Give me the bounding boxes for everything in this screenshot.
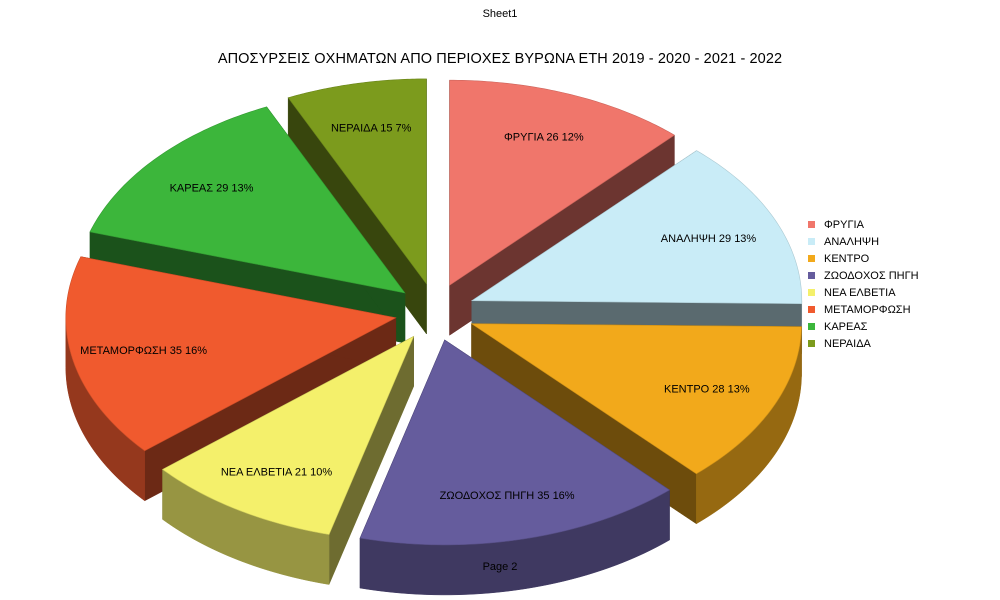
- data-label-2: ΚΕΝΤΡΟ 28 13%: [664, 384, 750, 396]
- legend-item-2: ΚΕΝΤΡΟ: [808, 250, 919, 267]
- data-label-1: ΑΝΑΛΗΨΗ 29 13%: [661, 233, 757, 245]
- legend-swatch-2: [808, 255, 815, 262]
- legend-label-4: ΝΕΑ ΕΛΒΕΤΙΑ: [824, 286, 896, 299]
- legend-swatch-4: [808, 289, 815, 296]
- legend-label-3: ΖΩΟΔΟΧΟΣ ΠΗΓΗ: [824, 269, 919, 282]
- legend-item-3: ΖΩΟΔΟΧΟΣ ΠΗΓΗ: [808, 267, 919, 284]
- legend-item-4: ΝΕΑ ΕΛΒΕΤΙΑ: [808, 284, 919, 301]
- legend-label-0: ΦΡΥΓΙΑ: [824, 218, 864, 231]
- legend-swatch-3: [808, 272, 815, 279]
- pie-slice-4: [162, 335, 415, 535]
- page-number: Page 2: [482, 561, 518, 573]
- legend-swatch-0: [808, 221, 815, 228]
- legend-label-2: ΚΕΝΤΡΟ: [824, 252, 870, 265]
- legend-item-0: ΦΡΥΓΙΑ: [808, 216, 919, 233]
- pie-slice-1: [470, 150, 803, 304]
- data-label-6: ΚΑΡΕΑΣ 29 13%: [170, 182, 254, 194]
- legend-label-1: ΑΝΑΛΗΨΗ: [824, 235, 880, 248]
- legend-label-7: ΝΕΡΑΙΔΑ: [824, 337, 871, 350]
- pie-slice-0: [449, 79, 675, 286]
- chart-title: ΑΠΟΣΥΡΣΕΙΣ ΟΧΗΜΑΤΩΝ ΑΠΟ ΠΕΡΙΟΧΕΣ ΒΥΡΩΝΑ …: [217, 51, 783, 67]
- legend-item-6: ΚΑΡΕΑΣ: [808, 318, 919, 335]
- data-label-5: ΜΕΤΑΜΟΡΦΩΣΗ 35 16%: [80, 345, 207, 357]
- legend-item-7: ΝΕΡΑΙΔΑ: [808, 335, 919, 352]
- sheet-name: Sheet1: [482, 8, 518, 20]
- pie-slice-3: [359, 339, 671, 546]
- legend-swatch-1: [808, 238, 815, 245]
- legend-swatch-6: [808, 323, 815, 330]
- legend-label-6: ΚΑΡΕΑΣ: [824, 320, 868, 333]
- pie-slice-6: [89, 106, 406, 294]
- legend-swatch-7: [808, 340, 815, 347]
- legend-item-1: ΑΝΑΛΗΨΗ: [808, 233, 919, 250]
- pie-slice-2: [470, 323, 802, 475]
- data-label-0: ΦΡΥΓΙΑ 26 12%: [504, 131, 584, 143]
- legend-item-5: ΜΕΤΑΜΟΡΦΩΣΗ: [808, 301, 919, 318]
- pie-slice-7: [287, 78, 427, 285]
- chart-legend: ΦΡΥΓΙΑ ΑΝΑΛΗΨΗ ΚΕΝΤΡΟ ΖΩΟΔΟΧΟΣ ΠΗΓΗ ΝΕΑ ΕΛΒΕ…: [808, 216, 919, 352]
- data-label-7: ΝΕΡΑΙΔΑ 15 7%: [331, 123, 412, 135]
- pie-data-labels: ΦΡΥΓΙΑ 26 12% ΑΝΑΛΗΨΗ 29 13% ΚΕΝΤΡΟ 28 13%…: [80, 123, 756, 502]
- legend-label-5: ΜΕΤΑΜΟΡΦΩΣΗ: [824, 303, 911, 316]
- data-label-4: ΝΕΑ ΕΛΒΕΤΙΑ 21 10%: [221, 467, 333, 479]
- pie-top-faces: [65, 78, 803, 546]
- data-label-3: ΖΩΟΔΟΧΟΣ ΠΗΓΗ 35 16%: [440, 490, 575, 502]
- pie-slice-5: [65, 256, 397, 452]
- legend-swatch-5: [808, 306, 815, 313]
